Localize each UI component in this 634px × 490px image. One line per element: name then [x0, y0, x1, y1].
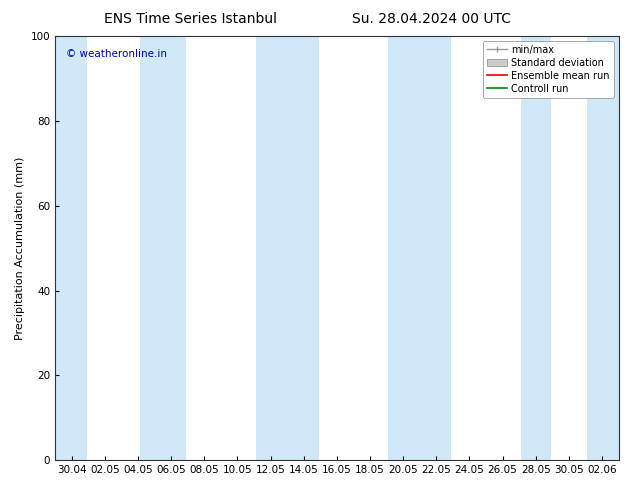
- Bar: [587, 36, 619, 460]
- Bar: [139, 36, 186, 460]
- Text: ENS Time Series Istanbul: ENS Time Series Istanbul: [104, 12, 276, 26]
- Text: Su. 28.04.2024 00 UTC: Su. 28.04.2024 00 UTC: [352, 12, 510, 26]
- Bar: [55, 36, 86, 460]
- Text: © weatheronline.in: © weatheronline.in: [67, 49, 167, 59]
- Legend: min/max, Standard deviation, Ensemble mean run, Controll run: min/max, Standard deviation, Ensemble me…: [483, 41, 614, 98]
- Y-axis label: Precipitation Accumulation (mm): Precipitation Accumulation (mm): [15, 156, 25, 340]
- Bar: [256, 36, 319, 460]
- Bar: [388, 36, 451, 460]
- Bar: [521, 36, 551, 460]
